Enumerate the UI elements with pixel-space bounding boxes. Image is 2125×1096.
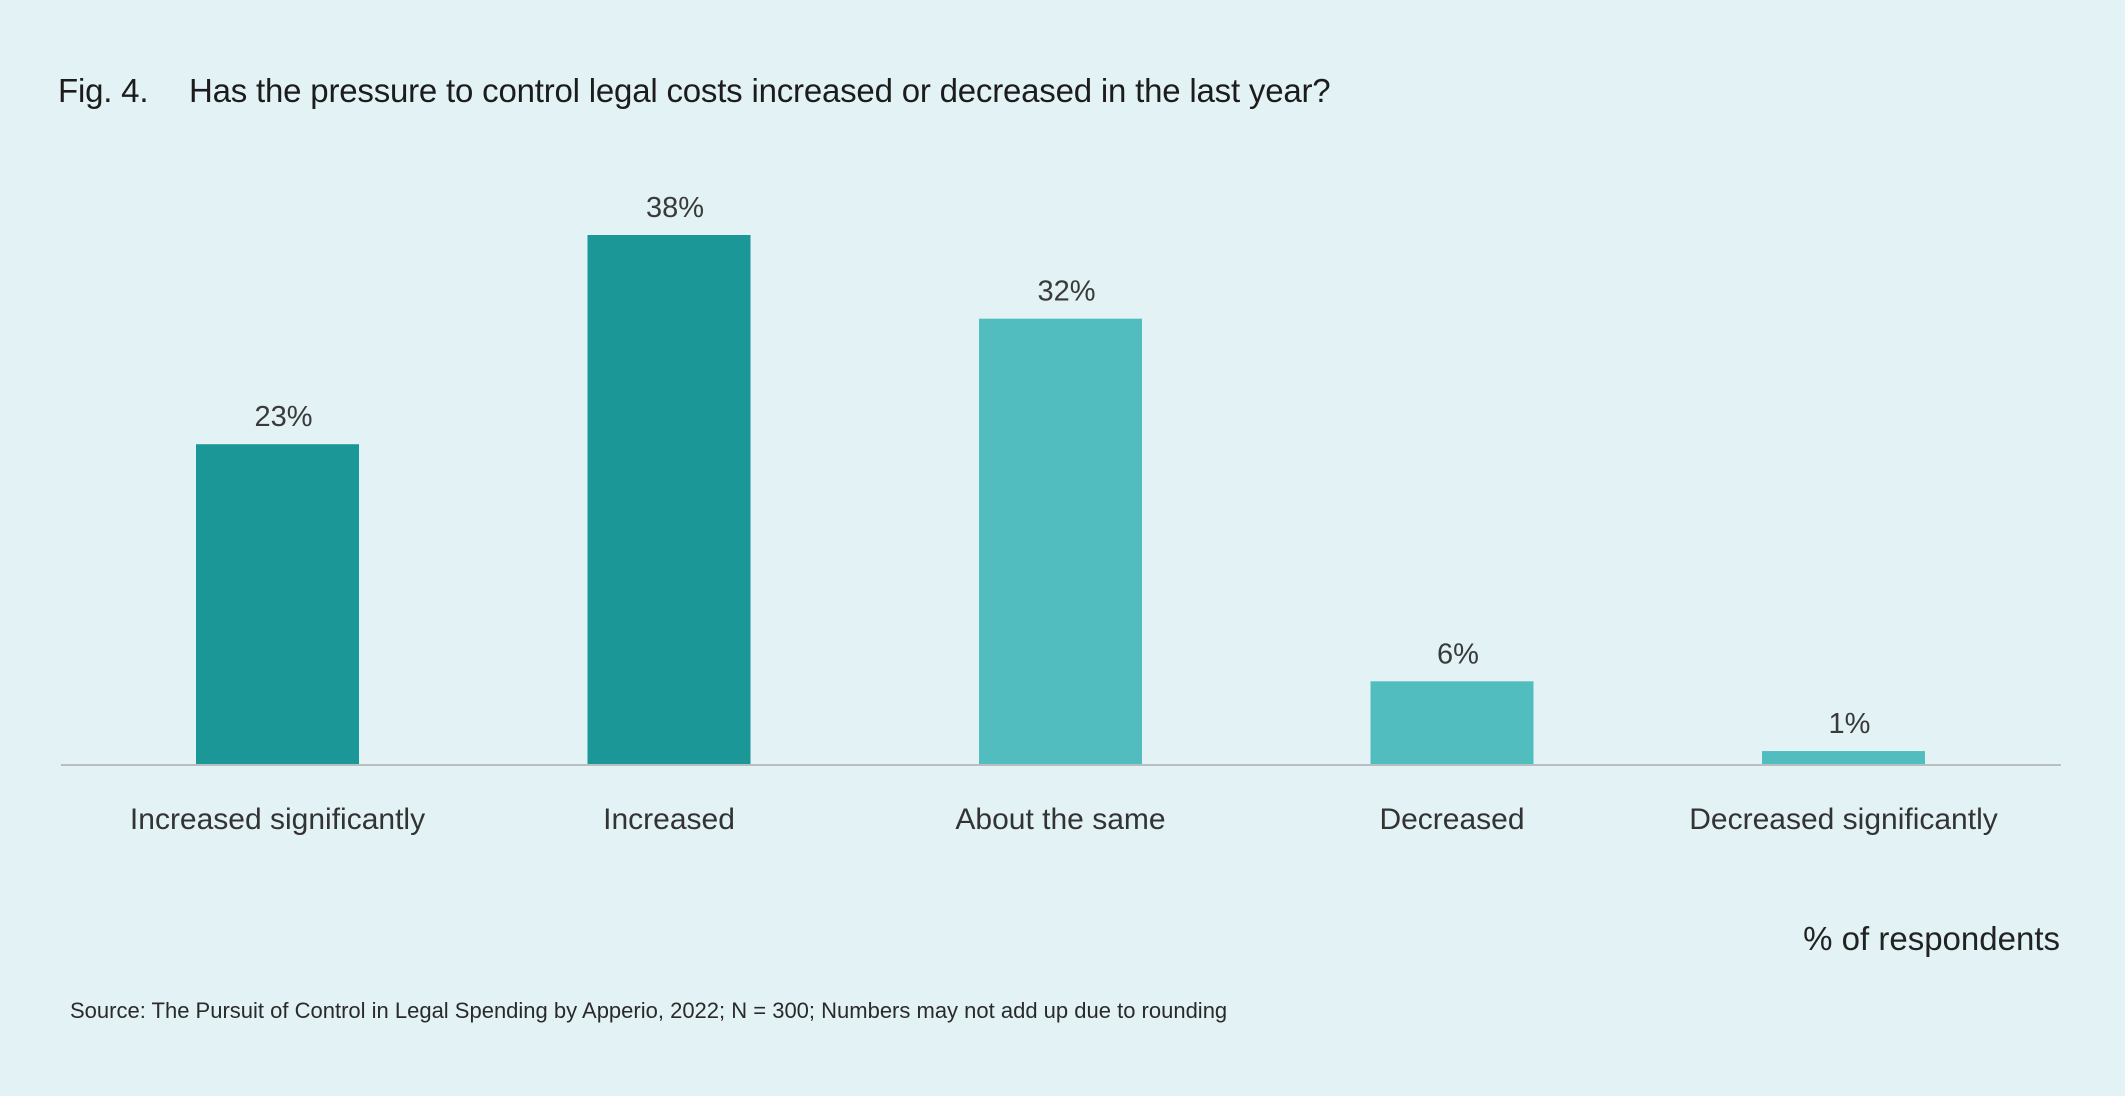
value-label: 32% [1037, 276, 1095, 308]
unit-label: % of respondents [1803, 920, 2060, 957]
bar-about-the-same [979, 318, 1142, 765]
value-label: 6% [1437, 638, 1479, 670]
category-label: Decreased [1379, 803, 1524, 836]
labels-group: 23% Increased significantly 38% Increased 32… [130, 192, 1998, 836]
category-label: About the same [955, 803, 1165, 836]
value-label: 23% [254, 401, 312, 433]
bar-increased [587, 235, 751, 765]
bars-group [196, 235, 1925, 765]
value-label: 38% [646, 192, 704, 224]
figure-label: Fig. 4. [58, 72, 149, 109]
category-label: Decreased significantly [1689, 803, 1997, 836]
bar-decreased [1370, 681, 1534, 765]
category-label: Increased [603, 803, 735, 836]
chart-title: Fig. 4. Has the pressure to control legal… [58, 72, 1331, 110]
category-label: Increased significantly [130, 803, 425, 836]
bar-increased-significantly [196, 444, 359, 765]
bar-decreased-significantly [1762, 751, 1925, 765]
value-label: 1% [1829, 708, 1871, 740]
title-text: Has the pressure to control legal costs … [189, 72, 1331, 109]
source-note: Source: The Pursuit of Control in Legal … [70, 998, 1228, 1023]
